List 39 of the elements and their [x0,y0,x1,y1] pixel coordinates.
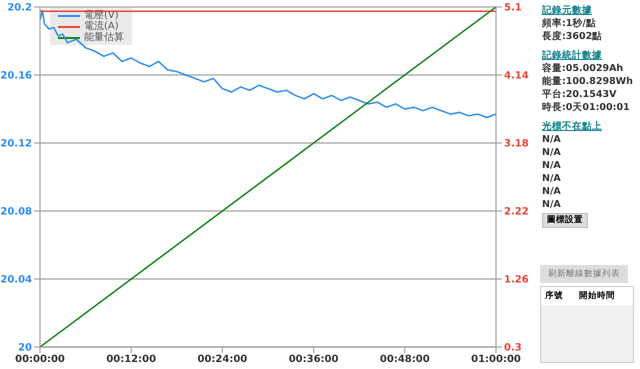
x-tick-label: 00:24:00 [198,354,248,366]
x-tick-label: 00:48:00 [380,354,430,366]
text: 記錄統計數據 [542,49,603,62]
legend-label: 電流(A) [84,21,119,32]
line-series [40,10,496,118]
text: 刷新離線數據列表 [540,265,628,283]
text: 光標不在點上 [542,120,603,133]
text: 平台:20.1543V [542,88,618,101]
y2-tick-label: 0.3 [504,342,522,354]
text: 記錄元數據 [542,4,593,17]
text: 圖標設置 [542,213,588,228]
text: N/A [542,185,562,198]
text: 時長:0天01:00:01 [542,101,631,114]
text: 容量:05.0029Ah [542,62,624,75]
text: N/A [542,172,562,185]
y-tick-label: 20.16 [0,70,32,82]
text: N/A [542,146,562,159]
y-tick-label: 20.08 [0,206,32,218]
y-tick-label: 20.04 [0,274,32,286]
legend-label: 能量估算 [84,32,124,43]
text: 長度:3602點 [542,30,604,43]
x-tick-label: 00:36:00 [288,354,339,366]
y2-tick-label: 2.22 [504,206,529,218]
y2-tick-label: 4.14 [504,70,529,82]
y2-tick-label: 3.18 [504,138,529,150]
y-tick-label: 20.12 [0,138,32,150]
y-tick-label: 20 [18,342,32,354]
text: N/A [542,133,562,146]
x-tick-label: 00:00:00 [15,354,65,366]
y2-tick-label: 5.1 [504,2,522,14]
text: N/A [542,198,562,211]
text: 頻率:1秒/點 [542,17,597,30]
y-tick-label: 20.2 [7,2,32,14]
y2-tick-label: 1.26 [504,274,529,286]
empty-table: 序號 開始時間 [540,286,634,363]
text: N/A [542,159,562,172]
text: 能量:100.8298Wh [542,75,634,88]
x-tick-label: 00:12:00 [106,354,156,366]
x-tick-label: 01:00:00 [471,354,521,366]
